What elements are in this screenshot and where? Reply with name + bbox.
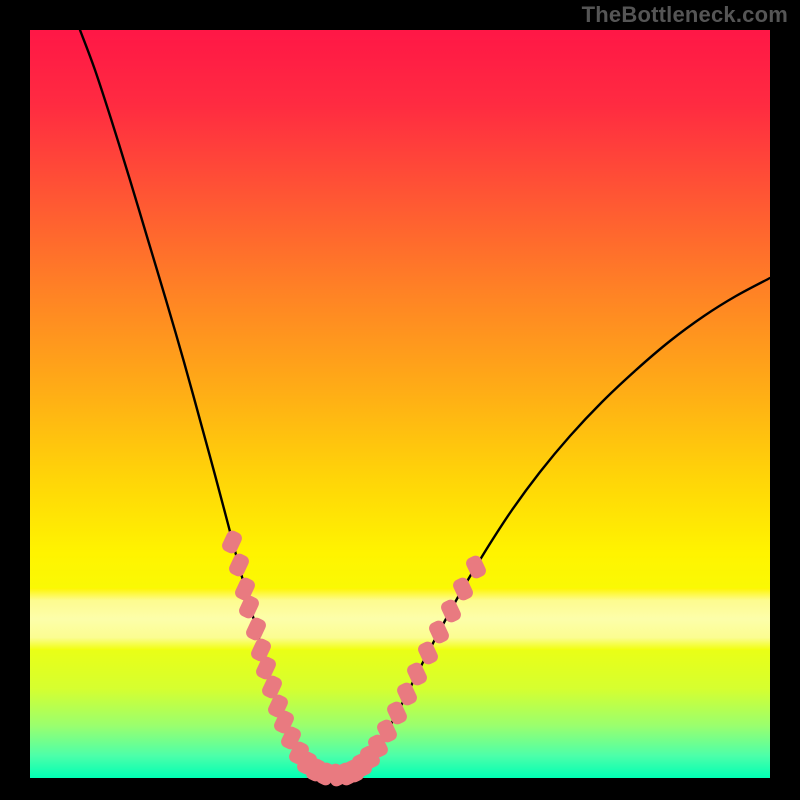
pale-highlight-band (30, 588, 770, 650)
watermark-text: TheBottleneck.com (582, 2, 788, 28)
chart-canvas: { "watermark": { "text": "TheBottleneck.… (0, 0, 800, 800)
plot-area (30, 30, 770, 788)
gradient-background (30, 30, 770, 778)
bottleneck-curve-chart (0, 0, 800, 800)
